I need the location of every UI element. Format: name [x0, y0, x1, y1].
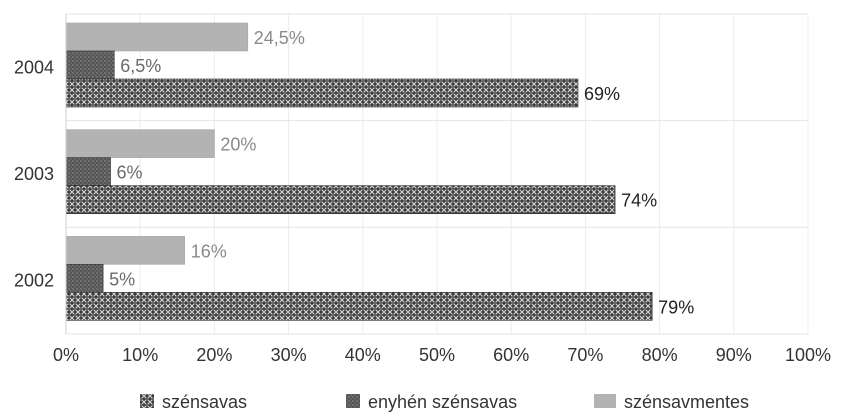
axes-group: 0% 10% 20% 30% 40% 50% 60% 70% 80% 90% 100% 2004 200…: [14, 14, 831, 365]
bar-crosshatch-2003: [65, 185, 616, 214]
x-tick-label: 60%: [493, 345, 529, 365]
bar-dotted-2002: [65, 264, 104, 293]
x-tick-label: 30%: [271, 345, 307, 365]
legend-swatch: [346, 394, 360, 408]
data-label: 6,5%: [120, 56, 161, 76]
category-label: 2004: [14, 57, 54, 77]
x-tick-label: 50%: [419, 345, 455, 365]
legend-item-crosshatch: szénsavas: [140, 392, 247, 412]
bars-group: 24,5% 6,5% 69% 20% 6% 74% 16% 5% 79%: [65, 22, 694, 321]
data-label: 69%: [584, 84, 620, 104]
data-label: 6%: [117, 163, 143, 183]
category-label: 2002: [14, 271, 54, 291]
data-label: 74%: [621, 191, 657, 211]
bar-solid-2003: [65, 129, 215, 158]
category-label: 2003: [14, 164, 54, 184]
data-label: 5%: [109, 269, 135, 289]
x-tick-label: 80%: [642, 345, 678, 365]
bar-crosshatch-2002: [65, 292, 653, 321]
x-tick-label: 20%: [196, 345, 232, 365]
legend: szénsavas enyhén szénsavas szénsavmentes: [140, 392, 749, 412]
x-tick-label: 90%: [716, 345, 752, 365]
x-tick-label: 70%: [567, 345, 603, 365]
x-tick-label: 100%: [785, 345, 831, 365]
bar-crosshatch-2004: [65, 78, 579, 108]
legend-item-solid: szénsavmentes: [594, 392, 749, 412]
x-tick-label: 40%: [345, 345, 381, 365]
data-label: 79%: [658, 297, 694, 317]
data-label: 20%: [220, 135, 256, 155]
data-label: 16%: [191, 241, 227, 261]
legend-item-dotted: enyhén szénsavas: [346, 392, 517, 412]
bar-solid-2002: [65, 236, 186, 265]
legend-swatch: [140, 394, 154, 408]
x-tick-label: 0%: [53, 345, 79, 365]
gridlines: [65, 13, 809, 335]
legend-label: szénsavmentes: [624, 392, 749, 412]
x-tick-label: 10%: [122, 345, 158, 365]
legend-swatch: [594, 394, 616, 408]
legend-label: enyhén szénsavas: [368, 392, 517, 412]
data-label: 24,5%: [254, 28, 305, 48]
bar-solid-2004: [65, 22, 249, 52]
legend-label: szénsavas: [162, 392, 247, 412]
bar-dotted-2003: [65, 157, 111, 186]
bar-dotted-2004: [65, 50, 115, 80]
